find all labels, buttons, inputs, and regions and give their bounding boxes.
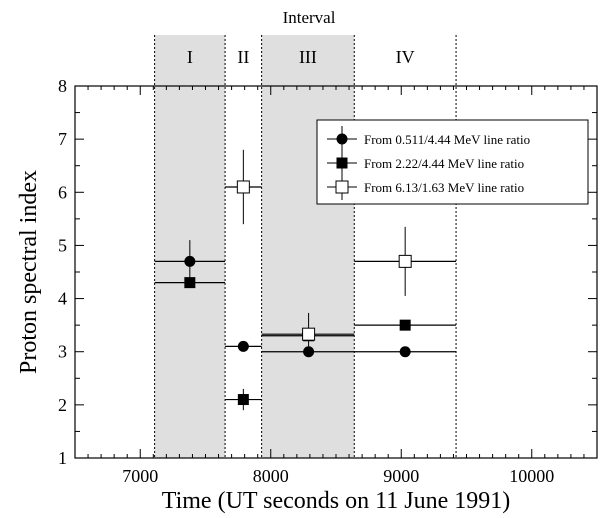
legend-label: From 0.511/4.44 MeV line ratio	[364, 132, 530, 147]
y-tick-label: 6	[58, 182, 67, 202]
legend-label: From 2.22/4.44 MeV line ratio	[364, 156, 524, 171]
interval-label: IV	[396, 47, 415, 67]
legend-marker	[336, 157, 348, 169]
y-tick-label: 4	[58, 289, 67, 309]
legend: From 0.511/4.44 MeV line ratio From 2.22/…	[316, 119, 589, 205]
x-tick-label: 9000	[383, 466, 419, 486]
legend-marker	[335, 180, 349, 194]
x-tick-label: 10000	[509, 466, 554, 486]
interval-boundaries	[154, 35, 457, 458]
interval-label: I	[187, 47, 193, 67]
y-tick-label: 5	[58, 235, 67, 255]
data-point-marker	[237, 394, 249, 406]
data-point-marker	[237, 340, 249, 352]
series-3	[225, 149, 457, 356]
x-tick-label: 8000	[253, 466, 289, 486]
legend-items: From 0.511/4.44 MeV line ratio From 2.22/…	[327, 126, 530, 200]
y-tick-label: 2	[58, 395, 67, 415]
legend-label: From 6.13/1.63 MeV line ratio	[364, 180, 524, 195]
data-point-marker	[236, 180, 250, 194]
data-point-marker	[184, 255, 196, 267]
axis-ticks: 1 2 3 4 5 6 7 8 7000 8000 9000 10000	[58, 76, 598, 486]
interval-header: Interval	[283, 8, 336, 27]
interval-bands: I II III IV	[154, 35, 415, 458]
legend-marker	[336, 133, 348, 145]
x-axis-title: Time (UT seconds on 11 June 1991)	[162, 488, 510, 514]
y-tick-label: 8	[58, 76, 67, 96]
data-point-marker	[302, 327, 316, 341]
interval-label: II	[237, 47, 249, 67]
y-tick-label: 3	[58, 342, 67, 362]
x-tick-label: 7000	[122, 466, 158, 486]
interval-band-3	[261, 35, 355, 458]
data-point-marker	[184, 277, 196, 289]
data-point-marker	[399, 319, 411, 331]
legend-box	[316, 119, 589, 205]
y-axis-title: Proton spectral index	[16, 170, 42, 374]
y-tick-label: 7	[58, 129, 67, 149]
data-series	[154, 149, 457, 411]
interval-label: III	[299, 47, 317, 67]
y-tick-label: 1	[58, 448, 67, 468]
series-1	[154, 240, 457, 358]
data-point-marker	[399, 346, 411, 358]
data-point-marker	[398, 254, 412, 268]
